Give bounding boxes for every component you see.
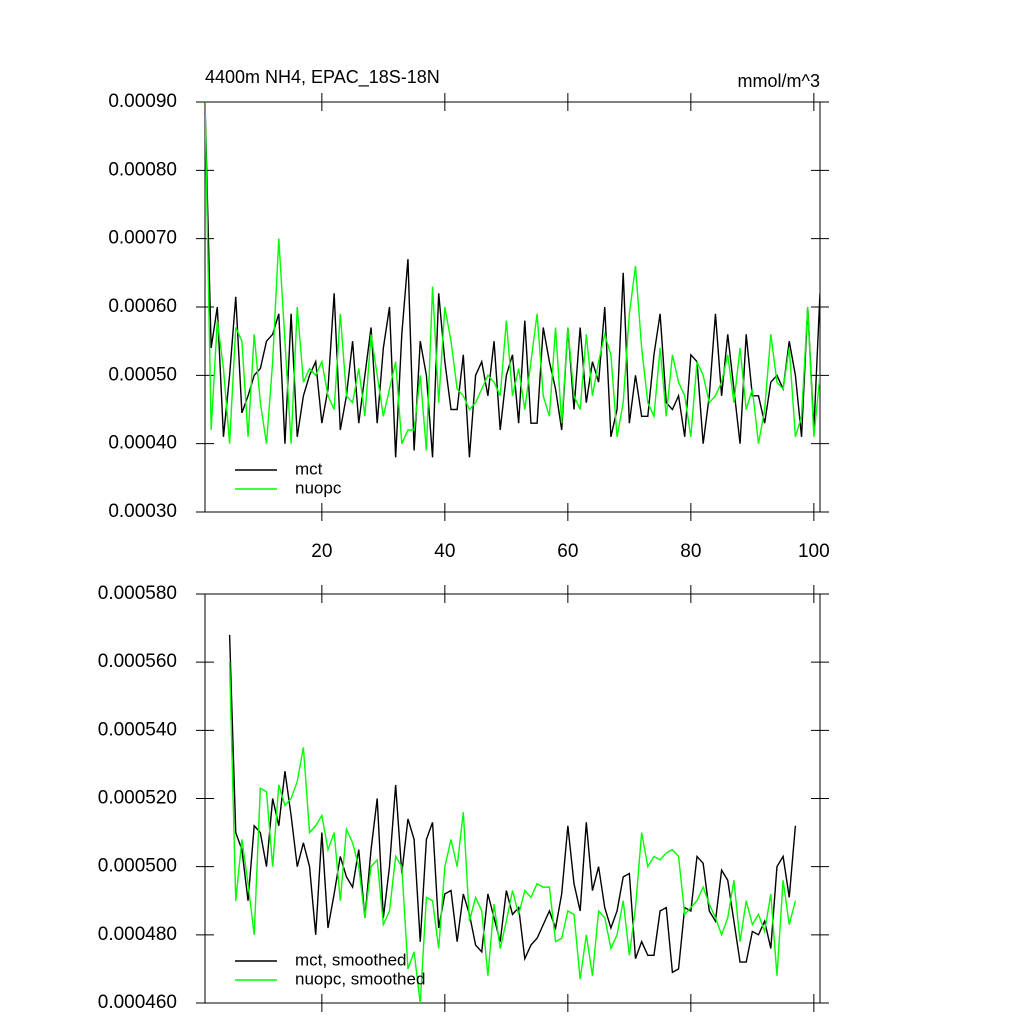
x-tick-label: 80: [680, 541, 701, 562]
y-tick-label: 0.00090: [108, 91, 177, 112]
y-tick-label: 0.000580: [98, 583, 177, 604]
plot-frame: [204, 593, 821, 1004]
series-line: [205, 102, 820, 451]
y-tick-label: 0.00040: [108, 433, 177, 454]
y-tick-label: 0.000500: [98, 856, 177, 877]
legend-label: nuopc, smoothed: [295, 969, 425, 988]
legend-label: nuopc: [295, 478, 342, 497]
x-tick-label: 20: [311, 541, 332, 562]
series-line: [228, 662, 797, 1003]
y-tick-label: 0.000560: [98, 651, 177, 672]
y-tick-label: 0.000520: [98, 788, 177, 809]
chart-title: 4400m NH4, EPAC_18S-18N: [205, 67, 440, 88]
y-tick-label: 0.000540: [98, 719, 177, 740]
y-tick-label: 0.000460: [98, 992, 177, 1013]
x-tick-label: 40: [434, 541, 455, 562]
y-tick-label: 0.00050: [108, 364, 177, 385]
y-tick-label: 0.00080: [108, 159, 177, 180]
y-tick-label: 0.00060: [108, 296, 177, 317]
y-tick-label: 0.00030: [108, 501, 177, 522]
units-label: mmol/m^3: [738, 71, 820, 91]
y-tick-label: 0.00070: [108, 228, 177, 249]
x-tick-label: 100: [798, 541, 830, 562]
series-line: [228, 634, 797, 974]
legend-label: mct: [295, 459, 323, 478]
y-tick-label: 0.000480: [98, 924, 177, 945]
x-tick-label: 60: [557, 541, 578, 562]
legend-label: mct, smoothed: [295, 950, 407, 969]
series-line: [205, 102, 820, 458]
